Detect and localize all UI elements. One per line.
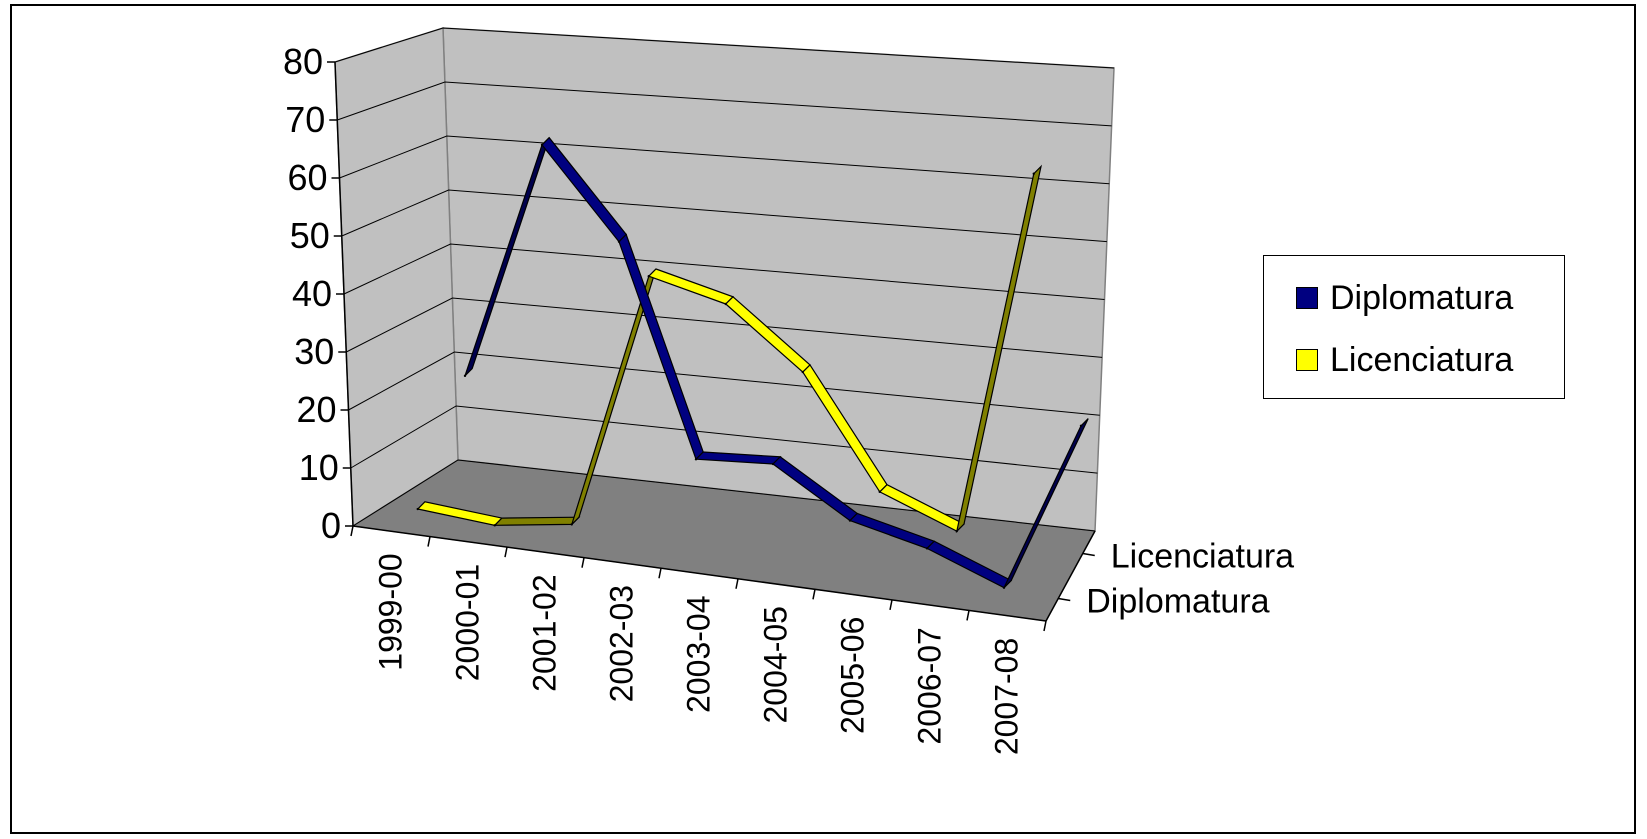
x-tick-label-4: 2003-04 (681, 596, 717, 713)
x-tick-label-3: 2002-03 (604, 585, 640, 702)
series-0-point-5 (848, 519, 852, 522)
series-0-point-2 (617, 240, 621, 243)
y-tick-label-2: 20 (296, 389, 336, 430)
legend-item-diplomatura: Diplomatura (1296, 278, 1513, 318)
x-tick-mark-9 (1043, 620, 1047, 632)
y-tick-label-5: 50 (290, 215, 330, 256)
series-1-point-5 (801, 370, 804, 374)
gridline-8 (334, 27, 1115, 69)
gridline-5 (341, 189, 1107, 243)
depth-label-1: Diplomatura (1086, 583, 1269, 621)
y-axis (334, 61, 354, 527)
gridline-2 (348, 351, 1100, 416)
series-1-point-0 (416, 507, 419, 511)
legend-swatch-diplomatura (1296, 287, 1318, 309)
legend: Diplomatura Licenciatura (1263, 255, 1565, 399)
y-tick-label-8: 80 (283, 41, 323, 82)
gridline-4 (343, 243, 1105, 300)
side-wall (334, 26, 459, 528)
y-tick-label-7: 70 (285, 99, 325, 140)
series-1-segment-7 (955, 164, 1043, 534)
x-tick-mark-4 (658, 568, 662, 579)
x-tick-label-5: 2004-05 (758, 606, 794, 723)
gridline-3 (346, 297, 1103, 358)
y-tick-label-1: 10 (299, 447, 339, 488)
series-1-point-8 (1032, 172, 1035, 175)
x-tick-mark-6 (812, 589, 816, 600)
series-0-point-0 (463, 374, 467, 378)
legend-label-diplomatura: Diplomatura (1330, 278, 1514, 317)
series-1-point-4 (724, 302, 727, 306)
gridline-0 (352, 459, 1096, 532)
series-1-point-1 (493, 524, 496, 527)
gridline-6 (339, 135, 1110, 185)
gridline-1 (350, 405, 1098, 474)
series-1-segment-1 (493, 516, 581, 526)
x-tick-label-6: 2005-06 (835, 617, 871, 734)
depth-axis (1045, 530, 1096, 622)
series-1-point-7 (955, 529, 958, 533)
x-tick-mark-3 (581, 557, 585, 568)
series-0-point-8 (1079, 424, 1083, 427)
series-diplomatura (463, 136, 1089, 589)
x-tick-mark-8 (966, 610, 970, 621)
x-tick-mark-1 (427, 536, 431, 547)
depth-label-0: Licenciatura (1111, 538, 1294, 576)
x-tick-mark-5 (735, 578, 739, 589)
series-licenciatura (416, 164, 1043, 534)
legend-item-licenciatura: Licenciatura (1296, 340, 1513, 380)
y-tick-label-3: 30 (294, 331, 334, 372)
series-0-point-1 (540, 143, 544, 147)
series-1-point-3 (647, 274, 650, 278)
x-tick-label-0: 1999-00 (373, 553, 409, 670)
y-tick-label-6: 60 (287, 157, 327, 198)
x-axis (352, 525, 1047, 622)
series-0-point-4 (771, 462, 775, 466)
depth-tick-0 (1082, 552, 1095, 557)
y-tick-label-0: 0 (321, 505, 341, 546)
depth-tick-1 (1058, 597, 1071, 602)
gridline-7 (337, 81, 1112, 127)
y-tick-label-4: 40 (292, 273, 332, 314)
x-tick-label-1: 2000-01 (450, 564, 486, 681)
series-0-segment-7 (1003, 418, 1089, 589)
x-tick-mark-0 (350, 525, 354, 537)
legend-swatch-licenciatura (1296, 349, 1318, 371)
legend-label-licenciatura: Licenciatura (1330, 340, 1514, 379)
x-tick-label-8: 2007-08 (989, 638, 1025, 755)
series-0-point-3 (694, 458, 698, 461)
x-tick-label-7: 2006-07 (912, 627, 948, 744)
series-1-point-2 (570, 523, 573, 526)
x-tick-label-2: 2001-02 (527, 574, 563, 691)
x-tick-mark-7 (889, 599, 893, 611)
series-1-point-6 (878, 490, 881, 494)
series-0-point-6 (925, 547, 929, 550)
x-tick-mark-2 (504, 546, 508, 558)
series-0-point-7 (1002, 586, 1006, 589)
